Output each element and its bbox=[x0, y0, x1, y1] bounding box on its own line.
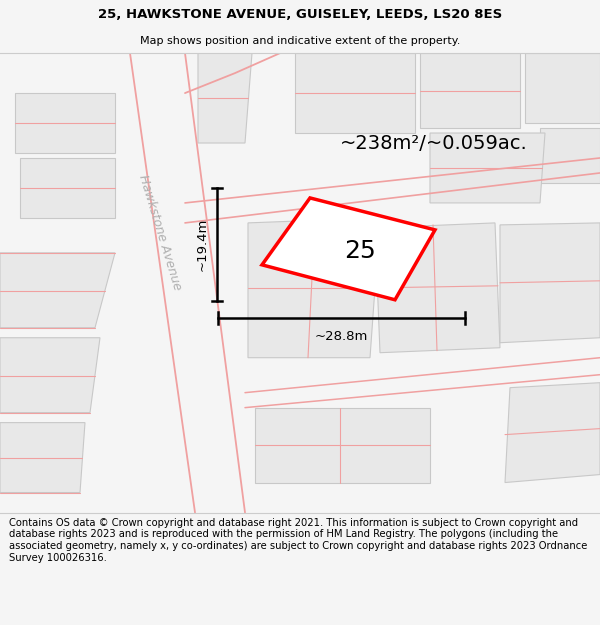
Polygon shape bbox=[505, 382, 600, 482]
Text: ~19.4m: ~19.4m bbox=[196, 217, 209, 271]
Polygon shape bbox=[262, 198, 435, 300]
Polygon shape bbox=[0, 253, 115, 328]
Text: 25: 25 bbox=[344, 239, 376, 263]
Polygon shape bbox=[0, 422, 85, 492]
Polygon shape bbox=[248, 218, 380, 357]
Polygon shape bbox=[198, 53, 252, 143]
Polygon shape bbox=[20, 158, 115, 218]
Polygon shape bbox=[540, 128, 600, 183]
Polygon shape bbox=[255, 408, 430, 482]
Text: ~28.8m: ~28.8m bbox=[315, 330, 368, 342]
Polygon shape bbox=[295, 53, 415, 133]
Text: Map shows position and indicative extent of the property.: Map shows position and indicative extent… bbox=[140, 36, 460, 46]
Polygon shape bbox=[0, 338, 100, 412]
Text: Hawkstone Avenue: Hawkstone Avenue bbox=[136, 174, 184, 292]
Polygon shape bbox=[15, 93, 115, 153]
Polygon shape bbox=[525, 53, 600, 123]
Polygon shape bbox=[500, 223, 600, 343]
Text: Contains OS data © Crown copyright and database right 2021. This information is : Contains OS data © Crown copyright and d… bbox=[9, 518, 587, 562]
Polygon shape bbox=[420, 53, 520, 128]
Polygon shape bbox=[375, 223, 500, 352]
Polygon shape bbox=[430, 133, 545, 203]
Text: 25, HAWKSTONE AVENUE, GUISELEY, LEEDS, LS20 8ES: 25, HAWKSTONE AVENUE, GUISELEY, LEEDS, L… bbox=[98, 8, 502, 21]
Text: ~238m²/~0.059ac.: ~238m²/~0.059ac. bbox=[340, 134, 528, 152]
